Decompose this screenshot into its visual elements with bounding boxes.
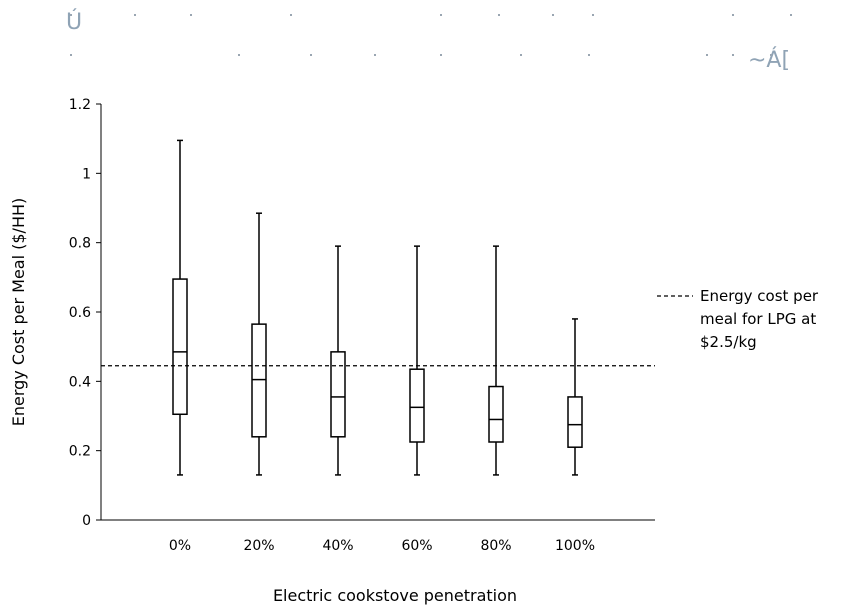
y-tick-label: 0.4 xyxy=(69,374,91,390)
legend-label-line: Energy cost per xyxy=(700,287,819,305)
legend-label-line: $2.5/kg xyxy=(700,333,757,351)
decorative-dots-top xyxy=(0,14,843,24)
x-tick-label: 80% xyxy=(480,538,511,554)
iqr-box xyxy=(567,396,583,448)
box-20pct xyxy=(251,212,267,476)
iqr-box xyxy=(488,385,504,443)
decorative-dots-second xyxy=(0,54,843,64)
x-tick-label: 60% xyxy=(401,538,432,554)
x-tick-label: 100% xyxy=(555,538,595,554)
x-axis-label: Electric cookstove penetration xyxy=(273,586,517,605)
legend-label-line: meal for LPG at xyxy=(700,310,816,328)
header-artifact-left: Ú xyxy=(66,10,83,35)
box-0pct xyxy=(172,139,188,476)
y-axis-label: Energy Cost per Meal ($/HH) xyxy=(9,198,28,427)
y-tick-label: 0.2 xyxy=(69,444,91,460)
y-tick-label: 0.8 xyxy=(69,236,91,252)
axes: 0 0.2 0.4 0.6 0.8 1 1.2 0% 20% 40% 60% 80% 100% xyxy=(69,97,655,554)
box-100pct xyxy=(567,318,583,476)
reference-line-group: Energy cost per meal for LPG at $2.5/kg xyxy=(101,287,819,367)
y-tick-label: 1.2 xyxy=(69,97,91,113)
boxes xyxy=(172,139,583,476)
x-tick-label: 0% xyxy=(169,538,191,554)
box-40pct xyxy=(330,245,346,476)
y-tick-label: 0 xyxy=(82,513,91,529)
iqr-box xyxy=(409,368,425,443)
x-tick-label: 40% xyxy=(322,538,353,554)
iqr-box xyxy=(172,278,188,416)
y-tick-label: 1 xyxy=(82,166,91,182)
header-artifact-right: ~Á[ xyxy=(748,48,791,73)
box-80pct xyxy=(488,245,504,476)
x-tick-label: 20% xyxy=(243,538,274,554)
y-tick-label: 0.6 xyxy=(69,305,91,321)
iqr-box xyxy=(330,351,346,438)
box-60pct xyxy=(409,245,425,476)
iqr-box xyxy=(251,323,267,438)
